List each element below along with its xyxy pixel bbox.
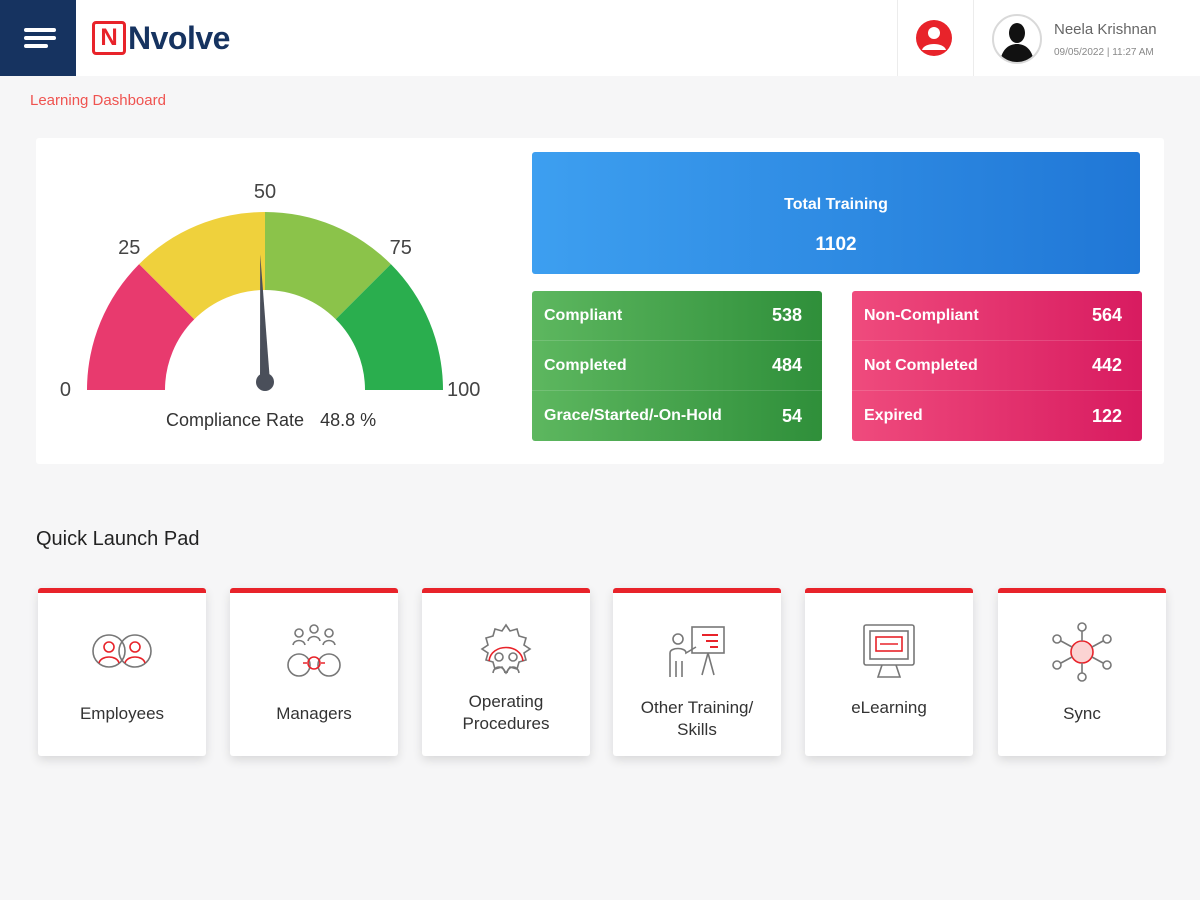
logo-mark: N: [92, 21, 126, 55]
compliance-rate-value: 48.8 %: [320, 410, 377, 430]
user-avatar[interactable]: [992, 14, 1042, 64]
noncompliant-card: Non-Compliant 564 Not Completed 442 Expi…: [852, 291, 1142, 441]
gauge-segment-4: [335, 264, 443, 390]
person-silhouette-icon: [1000, 23, 1034, 62]
gauge-tick-label: 50: [254, 181, 276, 203]
app-header: N Nvolve Neela Krishnan 09/05/2022 | 11:…: [0, 0, 1200, 76]
employees-icon: [92, 634, 152, 668]
learning-dashboard-panel: 0 25 50 75 100 Compliance Rate 48.8 % Total T…: [36, 138, 1164, 464]
stat-row-completed[interactable]: Completed 484: [532, 341, 822, 391]
nvolve-logo: N Nvolve: [92, 20, 230, 56]
gauge-tick-label: 100: [447, 379, 480, 401]
presentation-icon: [669, 626, 725, 677]
stat-row-grace-started-on-hold[interactable]: Grace/Started/-On-Hold 54: [544, 405, 802, 426]
tile-label-line1: Other Training/: [640, 698, 754, 717]
tile-label: Managers: [276, 704, 352, 723]
gauge-segment-2: [139, 212, 265, 320]
tile-label-line2: Procedures: [462, 714, 550, 733]
total-training-label: Total Training: [784, 196, 888, 213]
compliance-rate-caption: Compliance Rate 48.8 %: [166, 410, 376, 431]
gauge-segment-3: [265, 212, 391, 320]
tile-sync[interactable]: Sync: [998, 588, 1166, 756]
stat-row-not-completed[interactable]: Not Completed 442: [852, 341, 1142, 391]
managers-icon: [287, 624, 341, 677]
gauge-hub: [256, 373, 274, 391]
stat-row-expired[interactable]: Expired 122: [864, 405, 1122, 426]
gauge-segment-1: [87, 264, 195, 390]
monitor-icon: [863, 624, 915, 678]
stat-row-non-compliant[interactable]: Non-Compliant 564: [852, 291, 1142, 341]
profile-button[interactable]: [916, 20, 952, 56]
user-name: Neela Krishnan: [1054, 21, 1157, 38]
user-datetime: 09/05/2022 | 11:27 AM: [1054, 47, 1154, 58]
compliance-rate-label: Compliance Rate: [166, 410, 305, 430]
menu-icon: [24, 28, 56, 32]
total-training-card[interactable]: Total Training 1102: [532, 152, 1140, 274]
compliant-card: Compliant 538 Completed 484 Grace/Starte…: [532, 291, 822, 441]
compliance-gauge: 0 25 50 75 100: [60, 181, 481, 401]
operating-procedures-icon: [480, 623, 532, 675]
tile-label: Sync: [1063, 704, 1101, 723]
hamburger-menu-button[interactable]: [0, 0, 76, 76]
tile-operating-procedures[interactable]: Operating Procedures: [422, 588, 590, 756]
gauge-tick-label: 75: [390, 237, 412, 259]
user-circle-icon: [922, 27, 946, 50]
total-training-value: 1102: [815, 234, 857, 255]
tile-label-line2: Skills: [677, 720, 717, 739]
logo-text: Nvolve: [128, 20, 230, 56]
gauge-tick-label: 25: [118, 237, 140, 259]
network-icon: [1052, 622, 1112, 682]
gauge-tick-label: 0: [60, 379, 71, 401]
tile-elearning[interactable]: eLearning: [805, 588, 973, 756]
gauge-needle: [260, 254, 270, 383]
tile-label-line1: Operating: [468, 692, 544, 711]
stat-row-compliant[interactable]: Compliant 538: [532, 291, 822, 341]
quick-launch-title: Quick Launch Pad: [36, 528, 200, 550]
tile-managers[interactable]: Managers: [230, 588, 398, 756]
tile-label: Employees: [79, 704, 165, 723]
tile-label: eLearning: [851, 698, 927, 717]
breadcrumb[interactable]: Learning Dashboard: [30, 92, 166, 109]
tile-other-training-skills[interactable]: Other Training/ Skills: [613, 588, 781, 756]
tile-employees[interactable]: Employees: [38, 588, 206, 756]
